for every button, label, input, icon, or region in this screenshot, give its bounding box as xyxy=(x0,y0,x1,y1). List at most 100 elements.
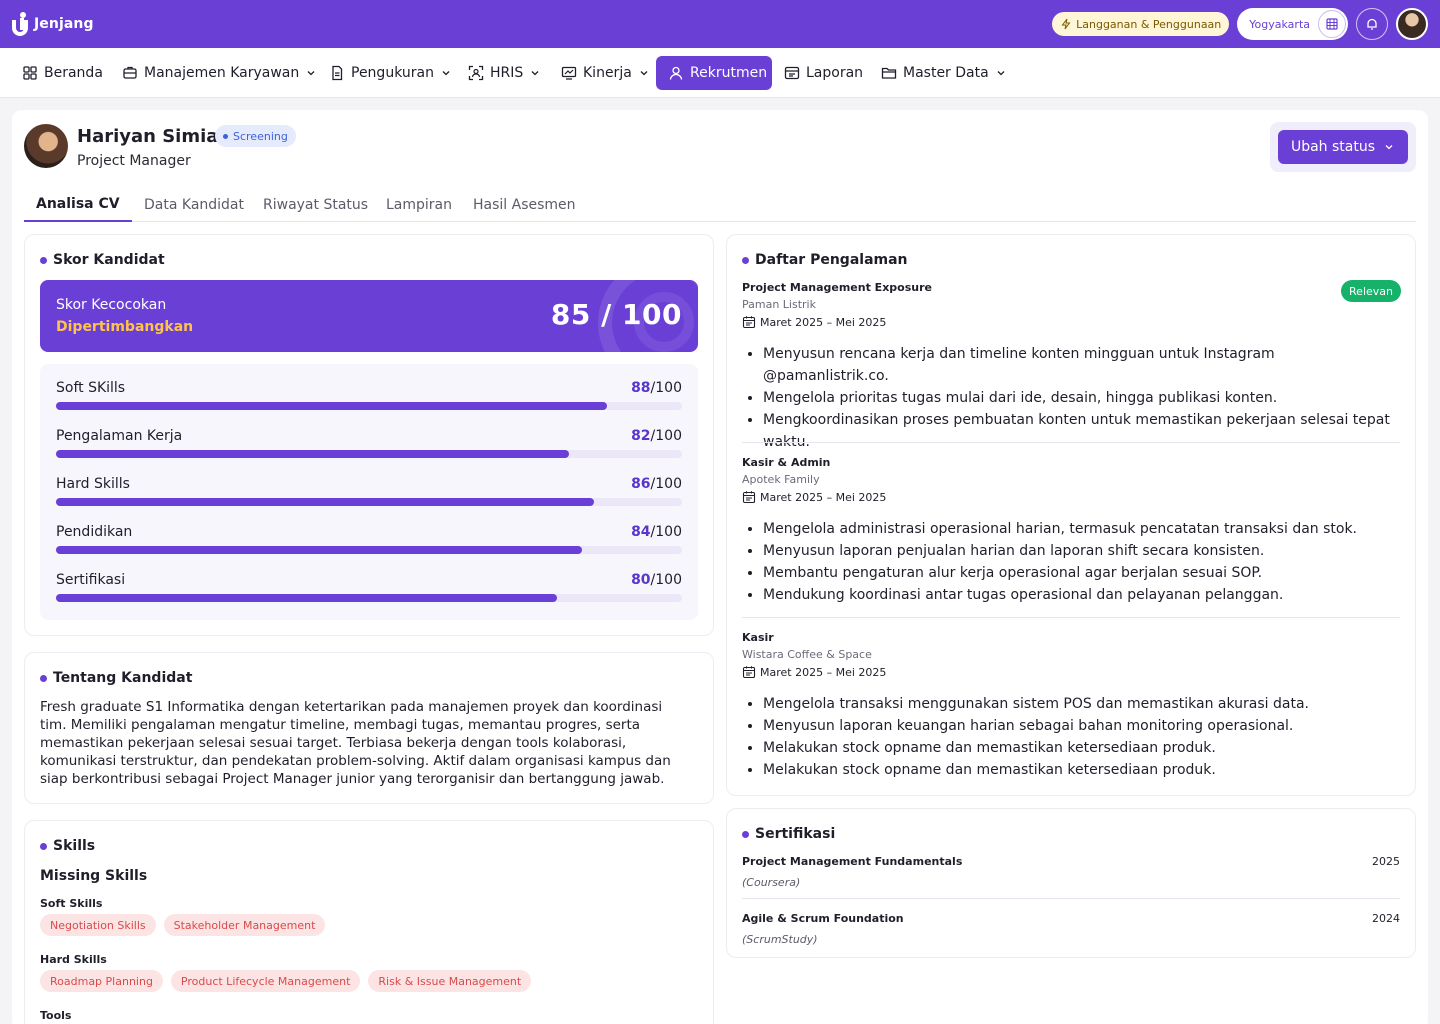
tab-riwayat-status[interactable]: Riwayat Status xyxy=(263,197,369,213)
experience-bullet: Melakukan stock opname dan memastikan ke… xyxy=(763,737,1400,759)
briefcase-icon xyxy=(123,66,137,79)
metric-score: 86/100 xyxy=(631,476,682,492)
nav-label: Beranda xyxy=(44,65,103,81)
skills-panel-title: Skills xyxy=(40,838,95,854)
metric-label: Sertifikasi xyxy=(56,572,126,588)
status-badge: Screening xyxy=(215,125,296,147)
skill-chip: Negotiation Skills xyxy=(40,914,156,936)
experience-item: Kasir Wistara Coffee & Space Maret 2025 … xyxy=(742,631,1400,781)
nav-label: Pengukuran xyxy=(351,65,434,81)
experience-bullet: Membantu pengaturan alur kerja operasion… xyxy=(763,562,1400,584)
metric-score: 80/100 xyxy=(631,572,682,588)
nav-laporan[interactable]: Laporan xyxy=(776,56,871,90)
nav-label: HRIS xyxy=(490,65,524,81)
certification-name: Agile & Scrum Foundation xyxy=(742,912,904,925)
tab-hasil-asesmen[interactable]: Hasil Asesmen xyxy=(473,197,576,213)
chevron-down-icon xyxy=(307,71,315,76)
certification-title: Sertifikasi xyxy=(755,826,836,842)
experience-title: Daftar Pengalaman xyxy=(755,252,908,268)
skills-title: Skills xyxy=(53,838,96,854)
experience-company: Wistara Coffee & Space xyxy=(742,648,872,661)
chevron-down-icon xyxy=(442,71,450,76)
experience-bullet: Melakukan stock opname dan memastikan ke… xyxy=(763,759,1400,781)
experience-date: Maret 2025 – Mei 2025 xyxy=(742,665,1400,679)
metric-row: Pengalaman Kerja 82/100 xyxy=(56,428,682,468)
experience-title-text: Kasir & Admin xyxy=(742,456,831,469)
user-avatar[interactable] xyxy=(1396,8,1428,40)
nav-kinerja[interactable]: Kinerja xyxy=(553,56,658,90)
metric-row: Pendidikan 84/100 xyxy=(56,524,682,564)
report-icon xyxy=(784,66,800,80)
performance-icon xyxy=(561,66,577,80)
location-selector[interactable]: Yogyakarta xyxy=(1237,8,1348,40)
change-status-label: Ubah status xyxy=(1290,139,1376,155)
topbar-actions: Langganan & Penggunaan Yogyakarta xyxy=(1052,8,1428,40)
calendar-icon xyxy=(742,666,756,679)
change-status-container: Ubah status xyxy=(1270,122,1416,172)
missing-skills-title: Missing Skills xyxy=(40,868,148,884)
match-score-label: Skor Kecocokan xyxy=(56,297,167,313)
nav-manajemen-karyawan[interactable]: Manajemen Karyawan xyxy=(114,56,325,90)
folder-icon xyxy=(881,67,897,79)
certification-name: Project Management Fundamentals xyxy=(742,855,963,868)
experience-bullet: Menyusun laporan keuangan harian sebagai… xyxy=(763,715,1400,737)
document-icon xyxy=(332,65,343,81)
experience-bullets: Menyusun rencana kerja dan timeline kont… xyxy=(742,343,1400,453)
nav-hris[interactable]: HRIS xyxy=(460,56,549,90)
subscription-label: Langganan & Penggunaan xyxy=(1076,17,1222,31)
change-status-button[interactable]: Ubah status xyxy=(1278,130,1408,164)
divider xyxy=(742,442,1400,443)
main-nav: Beranda Manajemen Karyawan Pengukuran HR… xyxy=(0,48,1440,98)
metric-row: Soft SKills 88/100 xyxy=(56,380,682,420)
metric-progress-fill xyxy=(56,498,595,506)
about-title: Tentang Kandidat xyxy=(53,670,193,686)
hard-skills-title: Hard Skills xyxy=(40,953,107,966)
divider xyxy=(742,617,1400,618)
scan-user-icon xyxy=(468,65,484,81)
about-panel: Tentang Kandidat Fresh graduate S1 Infor… xyxy=(24,652,714,804)
home-grid-icon xyxy=(23,66,37,80)
certification-org: (ScrumStudy) xyxy=(742,933,818,946)
subscription-button[interactable]: Langganan & Penggunaan xyxy=(1052,12,1230,36)
metric-label: Soft SKills xyxy=(56,380,126,396)
metric-score: 82/100 xyxy=(631,428,682,444)
skill-chip: Risk & Issue Management xyxy=(368,970,532,992)
certification-year: 2025 xyxy=(1372,855,1400,868)
chevron-down-icon xyxy=(531,71,539,76)
tools-title: Tools xyxy=(40,1009,72,1022)
nav-beranda[interactable]: Beranda xyxy=(14,56,111,90)
nav-pengukuran[interactable]: Pengukuran xyxy=(321,56,460,90)
calendar-icon xyxy=(742,316,756,329)
tab-analisa-cv[interactable]: Analisa CV xyxy=(24,188,132,222)
nav-label: Laporan xyxy=(806,65,864,81)
match-verdict: Dipertimbangkan xyxy=(56,319,194,335)
soft-skills-title: Soft Skills xyxy=(40,897,103,910)
skill-chip: Roadmap Planning xyxy=(40,970,163,992)
experience-item: Project Management Exposure Paman Listri… xyxy=(742,281,1400,453)
detail-tabs: Analisa CV Data Kandidat Riwayat Status … xyxy=(24,188,1416,222)
certification-item: Agile & Scrum Foundation (ScrumStudy) 20… xyxy=(742,912,1400,946)
metric-score: 88/100 xyxy=(631,380,682,396)
experience-bullet: Mendukung koordinasi antar tugas operasi… xyxy=(763,584,1400,606)
soft-skills-chips: Negotiation Skills Stakeholder Managemen… xyxy=(40,914,326,936)
relevant-badge: Relevan xyxy=(1341,280,1401,302)
metric-label: Pengalaman Kerja xyxy=(56,428,183,444)
nav-label: Kinerja xyxy=(583,65,632,81)
metric-progress-bar xyxy=(56,402,682,410)
skill-chip: Product Lifecycle Management xyxy=(170,970,361,992)
candidate-avatar xyxy=(24,124,68,168)
nav-master-data[interactable]: Master Data xyxy=(873,56,1015,90)
metric-progress-bar xyxy=(56,546,682,554)
experience-title-text: Kasir xyxy=(742,631,774,644)
candidate-detail-card: Hariyan Simiati Screening Project Manage… xyxy=(12,110,1428,1024)
score-panel: Skor Kandidat Skor Kecocokan Dipertimban… xyxy=(24,234,714,636)
certification-item: Project Management Fundamentals (Courser… xyxy=(742,855,1400,889)
experience-bullet: Mengelola transaksi menggunakan sistem P… xyxy=(763,693,1400,715)
brand[interactable]: Jenjang xyxy=(12,12,94,36)
experience-date: Maret 2025 – Mei 2025 xyxy=(742,315,1400,329)
experience-panel: Daftar Pengalaman Relevan Project Manage… xyxy=(726,234,1416,796)
tab-data-kandidat[interactable]: Data Kandidat xyxy=(144,197,244,213)
nav-rekrutmen[interactable]: Rekrutmen xyxy=(656,56,772,90)
notification-button[interactable] xyxy=(1356,8,1388,40)
tab-lampiran[interactable]: Lampiran xyxy=(386,197,453,213)
